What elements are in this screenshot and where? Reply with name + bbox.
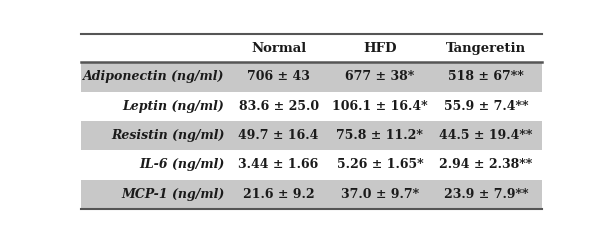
Text: 518 ± 67**: 518 ± 67**: [448, 70, 524, 83]
Text: 75.8 ± 11.2*: 75.8 ± 11.2*: [336, 129, 423, 142]
Text: 55.9 ± 7.4**: 55.9 ± 7.4**: [444, 100, 528, 113]
Text: 37.0 ± 9.7*: 37.0 ± 9.7*: [341, 188, 419, 201]
Text: 3.44 ± 1.66: 3.44 ± 1.66: [238, 158, 319, 171]
Text: 2.94 ± 2.38**: 2.94 ± 2.38**: [440, 158, 533, 171]
Text: Tangeretin: Tangeretin: [446, 42, 526, 55]
Text: 21.6 ± 9.2: 21.6 ± 9.2: [243, 188, 314, 201]
Text: HFD: HFD: [363, 42, 396, 55]
Bar: [81, 150, 542, 180]
Text: IL-6 (ng/ml): IL-6 (ng/ml): [139, 158, 224, 171]
Text: 23.9 ± 7.9**: 23.9 ± 7.9**: [444, 188, 528, 201]
Bar: [81, 180, 542, 209]
Text: Normal: Normal: [251, 42, 306, 55]
Bar: [81, 92, 542, 121]
Text: 106.1 ± 16.4*: 106.1 ± 16.4*: [332, 100, 428, 113]
Bar: [81, 62, 542, 92]
Text: 5.26 ± 1.65*: 5.26 ± 1.65*: [337, 158, 423, 171]
Text: 706 ± 43: 706 ± 43: [247, 70, 310, 83]
Text: 83.6 ± 25.0: 83.6 ± 25.0: [238, 100, 319, 113]
Text: 49.7 ± 16.4: 49.7 ± 16.4: [238, 129, 319, 142]
Text: Leptin (ng/ml): Leptin (ng/ml): [123, 100, 224, 113]
Text: MCP-1 (ng/ml): MCP-1 (ng/ml): [121, 188, 224, 201]
Bar: [81, 121, 542, 150]
Text: Adiponectin (ng/ml): Adiponectin (ng/ml): [83, 70, 224, 83]
Text: Resistin (ng/ml): Resistin (ng/ml): [111, 129, 224, 142]
Text: 44.5 ± 19.4**: 44.5 ± 19.4**: [439, 129, 533, 142]
Text: 677 ± 38*: 677 ± 38*: [345, 70, 415, 83]
